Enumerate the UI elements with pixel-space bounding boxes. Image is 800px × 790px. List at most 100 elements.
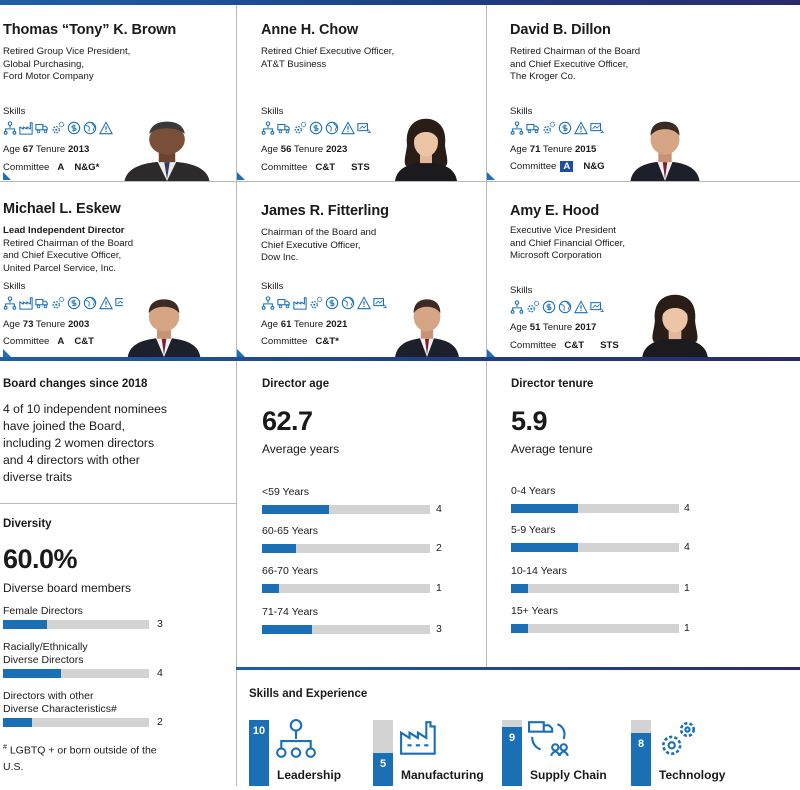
skill-icons bbox=[261, 296, 387, 310]
factory-icon bbox=[400, 721, 436, 755]
corner-marker bbox=[3, 349, 11, 357]
risk-icon bbox=[99, 121, 113, 135]
diversity-footnote: # LGBTQ + or born outside of the U.S. bbox=[3, 744, 157, 773]
monitor-icon bbox=[373, 296, 387, 310]
finance-icon bbox=[325, 296, 339, 310]
risk-icon bbox=[357, 296, 371, 310]
bar-label: 0-4 Years bbox=[511, 485, 556, 497]
bar-label: <59 Years bbox=[262, 486, 310, 498]
bar-fill bbox=[262, 584, 279, 593]
age-tenure: Age 56 Tenure 2023 bbox=[261, 144, 348, 155]
bar-value: 4 bbox=[436, 503, 442, 515]
age-subtitle: Average years bbox=[262, 442, 340, 456]
leadership-icon bbox=[510, 300, 524, 314]
mid-accent-bar bbox=[0, 357, 800, 361]
director-photo bbox=[123, 293, 205, 357]
bar-label: 66-70 Years bbox=[262, 565, 319, 577]
divider bbox=[0, 503, 236, 504]
divider bbox=[486, 361, 487, 667]
bar-track bbox=[511, 624, 679, 633]
leadership-icon bbox=[261, 121, 275, 135]
skills-label: Skills bbox=[261, 106, 284, 117]
risk-icon bbox=[99, 296, 113, 310]
finance-icon bbox=[542, 300, 556, 314]
factory-icon bbox=[19, 296, 33, 310]
factory-icon bbox=[293, 296, 307, 310]
skill-count-fill bbox=[502, 726, 522, 786]
skill-count: 5 bbox=[379, 758, 387, 770]
bar-track bbox=[511, 504, 679, 513]
bar-track bbox=[262, 544, 430, 553]
skill-count-column: 8 bbox=[631, 720, 651, 786]
skill-label: Manufacturing bbox=[401, 768, 484, 782]
director-name: Amy E. Hood bbox=[510, 203, 600, 219]
gears-icon bbox=[309, 296, 323, 310]
gears-icon bbox=[542, 121, 556, 135]
skill-label: Technology bbox=[659, 768, 726, 782]
risk-icon bbox=[574, 121, 588, 135]
director-photo bbox=[638, 291, 712, 357]
bar-fill bbox=[3, 718, 33, 727]
age-title: Director age bbox=[262, 378, 330, 390]
risk-icon bbox=[574, 300, 588, 314]
bar-value: 4 bbox=[157, 667, 163, 679]
finance-icon bbox=[309, 121, 323, 135]
bar-fill bbox=[511, 543, 579, 552]
skills-label: Skills bbox=[510, 106, 533, 117]
bar-fill bbox=[511, 624, 528, 633]
director-card: Thomas “Tony” K. Brown Retired Group Vic… bbox=[3, 22, 233, 181]
bar-fill bbox=[262, 544, 296, 553]
diversity-title: Diversity bbox=[3, 518, 52, 530]
supply-chain-icon bbox=[277, 296, 291, 310]
bar-label: 10-14 Years bbox=[511, 565, 568, 577]
age-average: 62.7 bbox=[262, 406, 313, 436]
director-card: Amy E. Hood Executive Vice President and… bbox=[510, 203, 798, 357]
bar-track bbox=[511, 543, 679, 552]
skill-count-fill bbox=[631, 733, 651, 786]
top-accent-bar bbox=[0, 0, 800, 5]
bar-fill bbox=[511, 584, 528, 593]
director-title: Chairman of the Board and Chief Executiv… bbox=[261, 227, 377, 263]
bar-value: 1 bbox=[684, 622, 690, 634]
age-tenure: Age 73 Tenure 2003 bbox=[3, 319, 90, 330]
finance-icon bbox=[558, 121, 572, 135]
committees: Committee A N&G* bbox=[3, 162, 100, 173]
leadership-icon bbox=[3, 121, 17, 135]
bar-track bbox=[262, 584, 430, 593]
bar-track bbox=[262, 505, 430, 514]
finance-icon bbox=[67, 296, 81, 310]
age-tenure: Age 61 Tenure 2021 bbox=[261, 319, 348, 330]
director-title: Retired Group Vice President, Global Pur… bbox=[3, 46, 131, 82]
leadership-icon bbox=[3, 296, 17, 310]
tenure-title: Director tenure bbox=[511, 378, 594, 390]
skill-icons bbox=[3, 296, 129, 310]
gears-icon bbox=[51, 296, 65, 310]
director-card: David B. Dillon Retired Chairman of the … bbox=[510, 22, 798, 181]
skill-count: 8 bbox=[637, 738, 645, 751]
globe-icon bbox=[83, 296, 97, 310]
director-name: Thomas “Tony” K. Brown bbox=[3, 22, 177, 38]
factory-icon bbox=[19, 121, 33, 135]
bar-label: Female Directors bbox=[3, 605, 83, 617]
committees: Committee A N&G bbox=[510, 161, 605, 172]
skill-count-fill bbox=[249, 720, 269, 786]
globe-icon bbox=[558, 300, 572, 314]
bar-track bbox=[3, 718, 149, 727]
monitor-icon bbox=[357, 121, 371, 135]
skill-icons bbox=[510, 121, 604, 135]
supply-chain-icon bbox=[526, 121, 540, 135]
skills-label: Skills bbox=[3, 281, 26, 292]
bar-value: 3 bbox=[436, 623, 442, 635]
gears-icon bbox=[661, 721, 696, 756]
bar-fill bbox=[511, 504, 579, 513]
skill-count-column: 9 bbox=[502, 720, 522, 786]
skills-accent-bar bbox=[236, 667, 800, 670]
corner-marker bbox=[237, 172, 245, 180]
age-tenure: Age 71 Tenure 2015 bbox=[510, 144, 597, 155]
tenure-subtitle: Average tenure bbox=[511, 442, 593, 456]
supply-chain-icon bbox=[277, 121, 291, 135]
leadership-icon bbox=[261, 296, 275, 310]
bar-track bbox=[262, 625, 430, 634]
director-title: Retired Chief Executive Officer, AT&T Bu… bbox=[261, 46, 395, 70]
monitor-icon bbox=[590, 300, 604, 314]
